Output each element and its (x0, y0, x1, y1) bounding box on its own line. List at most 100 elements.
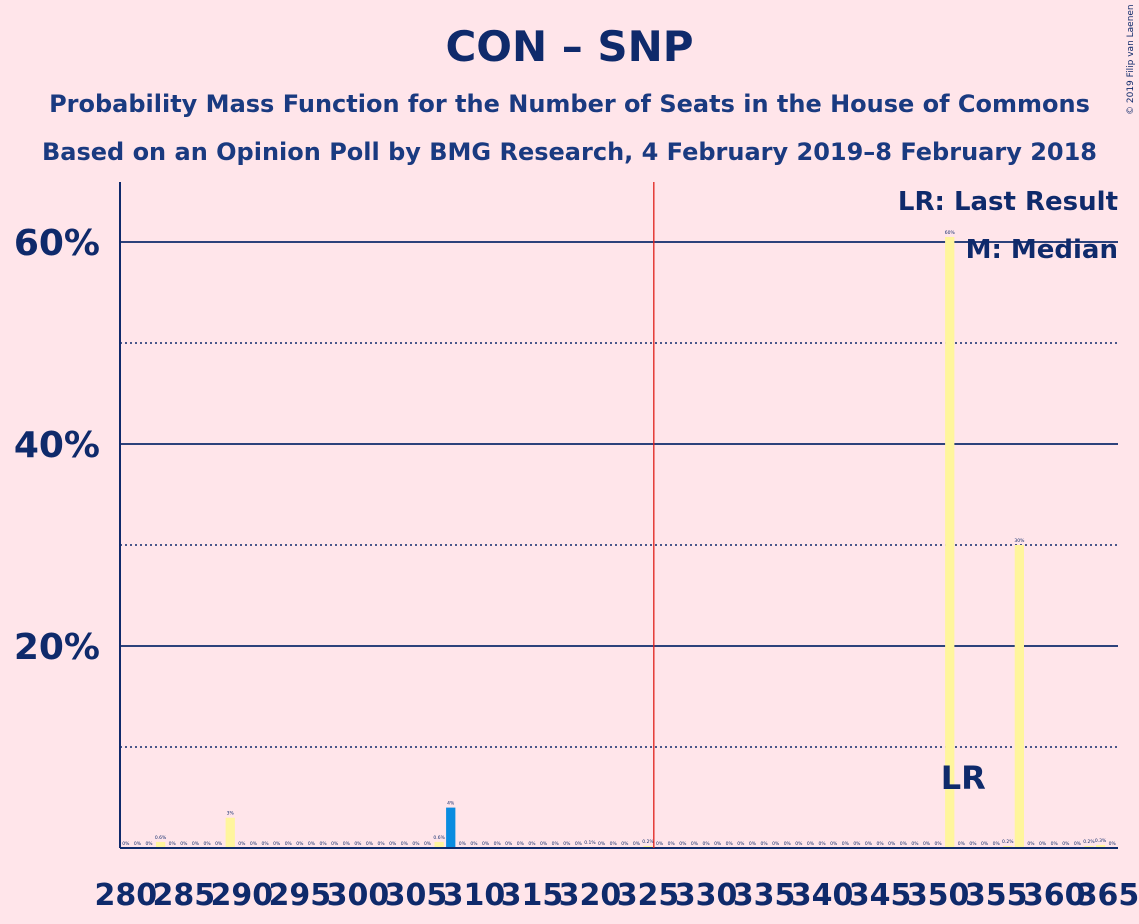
bar-label-302: 0% (378, 841, 386, 847)
x-tick-labels: 2802852902953003053103153203253303353403… (94, 878, 1139, 913)
bar-289 (225, 817, 235, 848)
bar-label-347: 0% (900, 841, 908, 847)
bar-label-360: 0% (1051, 841, 1059, 847)
bar-label-313: 0% (505, 841, 513, 847)
bar-label-287: 0% (203, 841, 211, 847)
bar-label-355: 0% (993, 841, 1001, 847)
bar-label-351: 60% (945, 230, 956, 236)
bar-label-306: 0% (424, 841, 432, 847)
bar-label-312: 0% (494, 841, 502, 847)
x-tick-315: 315 (501, 878, 564, 913)
x-tick-360: 360 (1023, 878, 1086, 913)
x-tick-345: 345 (849, 878, 912, 913)
bar-label-311: 0% (482, 841, 490, 847)
bar-label-323: 0% (621, 841, 629, 847)
x-tick-290: 290 (211, 878, 274, 913)
bar-label-325: 0.2% (642, 839, 654, 845)
legend-last-result: LR: Last Result (898, 187, 1118, 217)
bar-label-299: 0% (343, 841, 351, 847)
bar-label-336: 0% (772, 841, 780, 847)
bar-label-319: 0% (575, 841, 583, 847)
bar-label-291: 0% (250, 841, 258, 847)
x-tick-280: 280 (94, 878, 157, 913)
x-tick-335: 335 (733, 878, 796, 913)
x-tick-325: 325 (617, 878, 680, 913)
chart-subtitle: Probability Mass Function for the Number… (49, 90, 1090, 118)
x-tick-305: 305 (385, 878, 448, 913)
bar-label-328: 0% (679, 841, 687, 847)
bar-label-357: 30% (1014, 538, 1025, 544)
bar-label-307: 0.6% (433, 835, 445, 841)
bar-label-281: 0% (134, 841, 142, 847)
bar-value-labels: 0% 0% 0%0.6%0% 0% 0% 0% 0%3%0% 0% 0% 0% 0% 0% 0% 0% 0%… (122, 230, 1116, 847)
y-tick-labels: 20% 40% 60% (14, 223, 100, 668)
bars (155, 236, 1106, 848)
bar-label-363: 0.2% (1083, 839, 1095, 845)
bar-label-305: 0% (412, 841, 420, 847)
bar-label-352: 0% (958, 841, 966, 847)
bar-label-358: 0% (1027, 841, 1035, 847)
bar-label-315: 0% (528, 841, 536, 847)
bar-label-286: 0% (192, 841, 200, 847)
bar-308 (446, 807, 456, 848)
bar-label-292: 0% (261, 841, 269, 847)
x-tick-340: 340 (791, 878, 854, 913)
bar-label-296: 0% (308, 841, 316, 847)
bar-label-362: 0% (1074, 841, 1082, 847)
bar-label-326: 0% (656, 841, 664, 847)
bar-357 (1014, 545, 1025, 848)
bar-label-309: 0% (459, 841, 467, 847)
bar-label-297: 0% (320, 841, 328, 847)
annotations: LR (653, 182, 986, 848)
x-tick-350: 350 (907, 878, 970, 913)
bar-label-331: 0% (714, 841, 722, 847)
bar-325 (643, 845, 653, 848)
bar-label-304: 0% (401, 841, 409, 847)
bar-label-345: 0% (877, 841, 885, 847)
last-result-marker: LR (941, 759, 986, 797)
y-tick-40: 40% (14, 425, 100, 466)
bar-351 (945, 236, 955, 848)
bar-label-344: 0% (865, 841, 873, 847)
bar-label-341: 0% (830, 841, 838, 847)
bar-label-318: 0% (563, 841, 571, 847)
bar-label-303: 0% (389, 841, 397, 847)
x-tick-365: 365 (1077, 878, 1139, 913)
bar-label-350: 0% (935, 841, 943, 847)
bar-label-314: 0% (517, 841, 525, 847)
bar-label-340: 0% (819, 841, 827, 847)
bar-label-283: 0.6% (155, 835, 167, 841)
bar-283 (155, 841, 166, 848)
bar-label-300: 0% (354, 841, 362, 847)
bar-label-327: 0% (668, 841, 676, 847)
bar-label-282: 0% (145, 841, 153, 847)
bar-label-284: 0% (169, 841, 177, 847)
bar-307 (434, 841, 444, 848)
bar-label-342: 0% (842, 841, 850, 847)
bar-label-334: 0% (749, 841, 757, 847)
bar-label-316: 0% (540, 841, 548, 847)
x-tick-285: 285 (153, 878, 216, 913)
bar-label-359: 0% (1039, 841, 1047, 847)
bar-label-301: 0% (366, 841, 374, 847)
bar-label-333: 0% (737, 841, 745, 847)
bar-label-364: 0.3% (1095, 838, 1107, 844)
bar-label-349: 0% (923, 841, 931, 847)
bar-label-339: 0% (807, 841, 815, 847)
bar-label-310: 0% (470, 841, 478, 847)
bar-label-320: 0.1% (584, 840, 596, 846)
bar-label-293: 0% (273, 841, 281, 847)
bar-label-346: 0% (888, 841, 896, 847)
bar-label-288: 0% (215, 841, 223, 847)
y-tick-60: 60% (14, 223, 100, 264)
bar-label-335: 0% (760, 841, 768, 847)
legend-median: M: Median (966, 235, 1118, 265)
bar-label-285: 0% (180, 841, 188, 847)
bar-label-295: 0% (296, 841, 304, 847)
bar-label-356: 0.2% (1002, 839, 1014, 845)
bar-label-317: 0% (552, 841, 560, 847)
x-tick-320: 320 (559, 878, 622, 913)
bar-label-308: 4% (447, 801, 455, 807)
x-tick-355: 355 (965, 878, 1028, 913)
bar-label-290: 0% (238, 841, 246, 847)
